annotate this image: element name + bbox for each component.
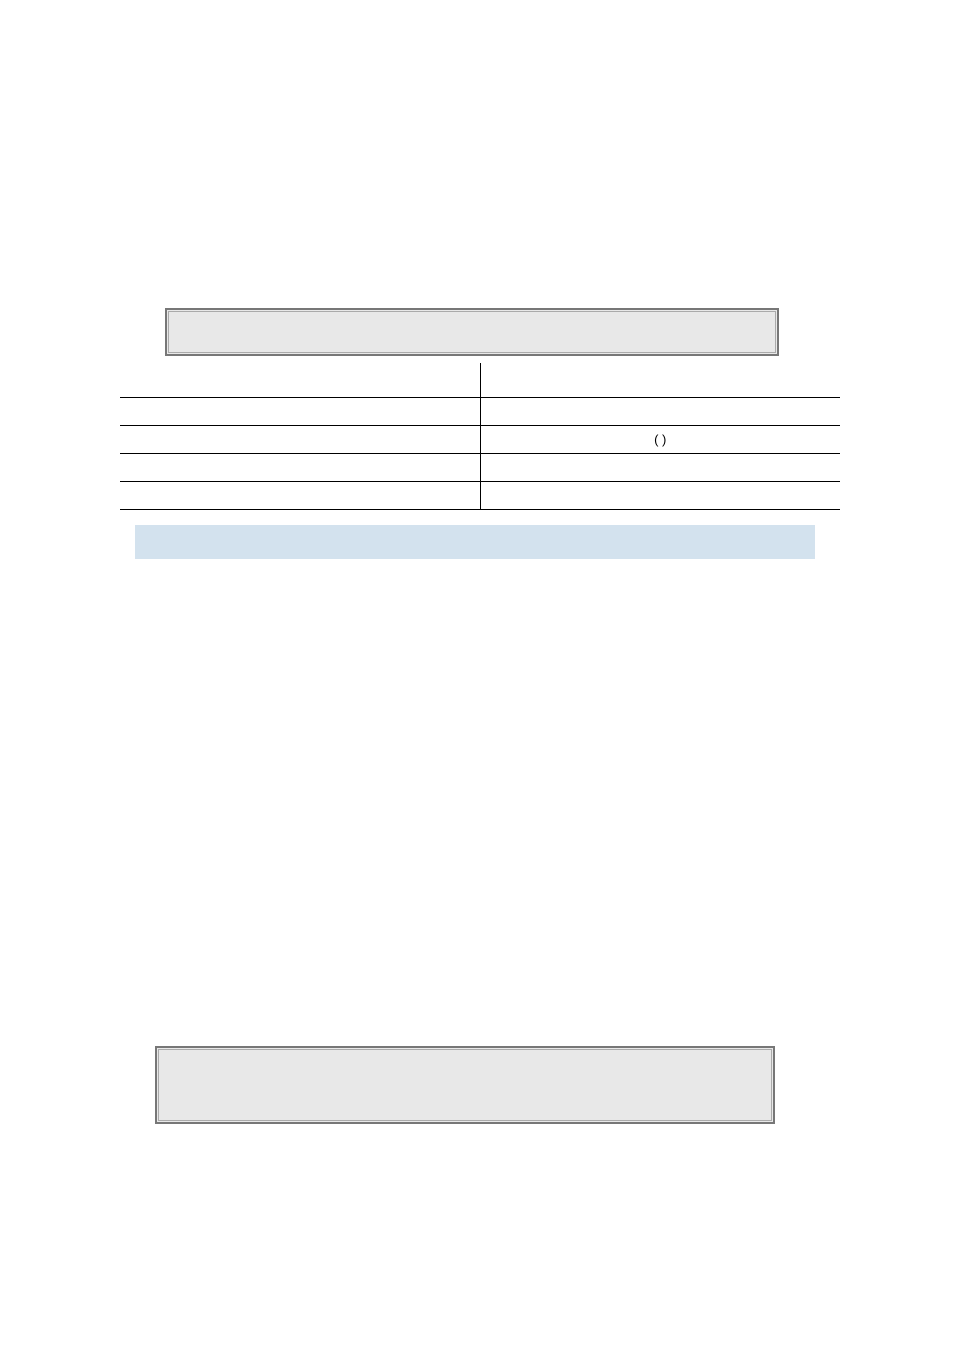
body-callout-box [155,1046,775,1124]
table-cell [120,363,480,397]
table-cell [480,453,840,481]
table-row [120,397,840,425]
page: ( ) [0,0,954,1350]
table-row [120,363,840,397]
table-row: ( ) [120,425,840,453]
table-cell [480,397,840,425]
table-cell [480,481,840,509]
spec-table: ( ) [120,363,840,510]
table-cell [120,481,480,509]
table-cell [120,397,480,425]
table-cell: ( ) [480,425,840,453]
section-heading-bar [135,525,815,559]
header-callout-box [165,308,779,356]
table-cell [480,363,840,397]
table-cell [120,425,480,453]
table-cell [120,453,480,481]
table-row [120,481,840,509]
table-row [120,453,840,481]
